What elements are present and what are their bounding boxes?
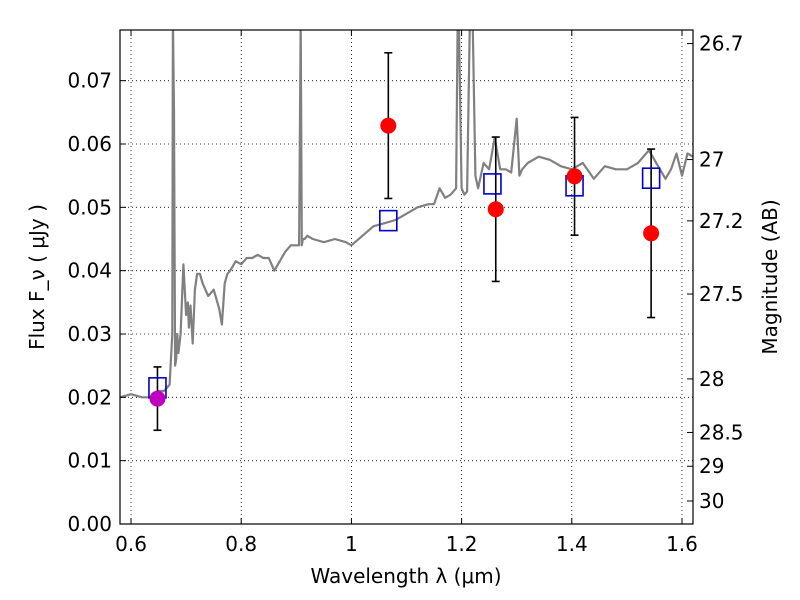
mag-tick-label: 28.5 (699, 420, 744, 444)
y-tick-label: 0.01 (67, 449, 112, 473)
plot-frame (119, 29, 694, 525)
model-spectrum-layer (120, 30, 693, 399)
grid-lines (120, 30, 693, 524)
model-point (641, 167, 661, 189)
x-tick-label: 1.4 (556, 532, 588, 556)
y2-axis-title: Magnitude (AB) (758, 199, 782, 354)
observed-point (380, 117, 397, 134)
x-tick-label: 1 (345, 532, 358, 556)
y-tick-label: 0.05 (67, 195, 112, 219)
model-point (483, 173, 502, 195)
x-tick-label: 0.6 (115, 532, 147, 556)
model-point (379, 209, 398, 232)
y-axis-title: Flux F_ν ( μJy ) (25, 204, 49, 350)
mag-tick-label: 26.7 (699, 32, 744, 56)
y-tick-label: 0.03 (67, 322, 112, 346)
x-axis-title: Wavelength λ (μm) (310, 564, 501, 588)
y-tick-label: 0.02 (67, 385, 112, 409)
axis-ticks: 0.6 0.8 1 1.2 1.4 1.6 0.00 0.01 0.02 0.03 0.04 0.05… (67, 30, 744, 556)
y-tick-label: 0.00 (67, 512, 112, 536)
error-bars (153, 51, 656, 432)
mag-tick-label: 28 (699, 367, 724, 391)
mag-tick-label: 30 (699, 489, 724, 513)
observed-point (643, 225, 660, 242)
observed-point (487, 201, 504, 218)
mag-tick-label: 27 (699, 148, 724, 172)
mag-tick-label: 27.2 (699, 209, 744, 233)
x-tick-label: 1.6 (666, 532, 698, 556)
observed-point (566, 168, 583, 185)
x-tick-label: 1.2 (446, 532, 478, 556)
mag-tick-label: 29 (699, 454, 724, 478)
observed-photometry-points (149, 117, 660, 407)
model-spectrum-line (120, 30, 693, 399)
y-tick-label: 0.07 (67, 69, 112, 93)
y-tick-label: 0.04 (67, 259, 112, 283)
observed-point (149, 390, 166, 407)
y-tick-label: 0.06 (67, 132, 112, 156)
mag-tick-label: 27.5 (699, 282, 744, 306)
x-tick-label: 0.8 (225, 532, 257, 556)
